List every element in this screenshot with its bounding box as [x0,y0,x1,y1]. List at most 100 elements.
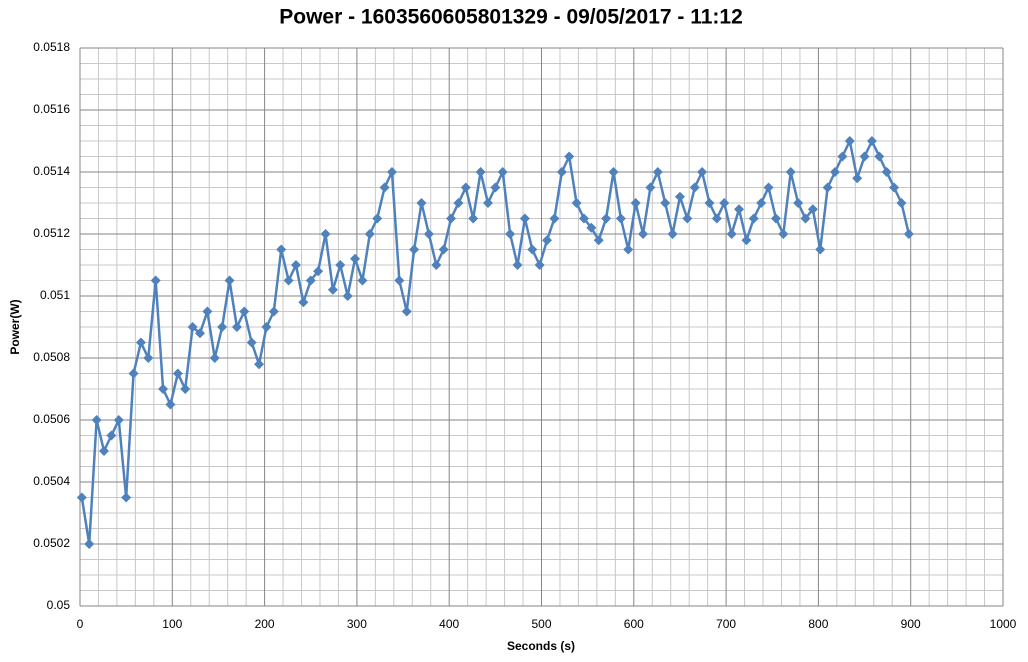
data-point [638,229,649,239]
data-point [113,415,124,425]
y-tick-label: 0.0502 [33,536,70,550]
data-point [756,198,767,208]
data-point [106,430,117,441]
x-tick-label: 0 [77,617,84,631]
data-point [224,275,235,286]
data-point [482,198,493,208]
data-point [261,322,272,332]
data-point [534,260,545,270]
data-point [527,244,538,255]
data-point [313,266,324,277]
data-point [881,167,892,177]
y-tick-label: 0.0504 [33,474,70,488]
data-point [682,213,693,224]
x-axis-label: Seconds (s) [507,639,575,653]
x-tick-label: 700 [716,617,736,631]
data-point [726,229,737,239]
data-point [852,173,863,184]
data-point [674,191,685,202]
data-point [209,353,220,363]
data-point [416,198,427,208]
data-point [763,182,774,193]
data-point [719,198,730,208]
data-point [623,244,634,255]
y-tick-label: 0.0518 [33,40,70,54]
y-tick-label: 0.0516 [33,102,70,116]
data-point [785,167,796,177]
data-point [423,229,434,239]
data-point [490,182,501,193]
data-point [394,275,405,286]
data-point [276,244,287,255]
data-point [246,337,257,348]
y-tick-label: 0.0514 [33,164,70,178]
data-point [305,275,316,286]
data-point [497,167,508,177]
data-point [335,260,346,270]
data-point [601,213,612,224]
data-point [815,244,826,255]
data-point [364,229,375,239]
data-point [519,213,530,224]
data-point [298,297,309,308]
data-point [327,284,338,295]
data-point [401,306,412,317]
data-point [866,136,877,146]
data-point [652,167,663,177]
data-point [231,322,242,332]
data-point [859,151,870,162]
x-tick-label: 600 [624,617,644,631]
data-point [431,260,442,270]
data-point [770,213,781,224]
data-point [150,275,161,286]
y-tick-label: 0.05 [47,598,71,612]
x-tick-label: 500 [531,617,551,631]
data-point [379,182,390,193]
data-point [194,328,205,339]
data-point [91,415,102,425]
data-point [290,260,301,270]
y-axis-label: Power(W) [8,299,22,354]
data-point [800,213,811,224]
data-point [660,198,671,208]
data-point [320,229,331,239]
y-tick-label: 0.0512 [33,226,70,240]
chart-title: Power - 1603560605801329 - 09/05/2017 - … [279,6,743,29]
data-point [593,235,604,246]
data-point [837,151,848,162]
data-point [586,222,597,233]
data-point [896,198,907,208]
data-point [84,539,95,549]
data-point [807,204,818,215]
data-point [180,384,191,394]
x-tick-label: 1000 [990,617,1017,631]
data-point [844,136,855,146]
data-point [615,213,626,224]
data-point [386,167,397,177]
data-point [608,167,619,177]
data-point [903,229,914,239]
y-tick-label: 0.051 [40,288,70,302]
data-point [350,253,361,264]
plot [76,136,914,549]
data-point [711,213,722,224]
data-point [689,182,700,193]
data-point [512,260,523,270]
data-point [98,446,109,456]
data-point [158,384,169,394]
grid: 0 100 200 300 400 500 600 700 800 900 1000 0.05 0.05… [33,40,1016,631]
data-point [143,353,154,363]
data-point [830,167,841,177]
data-point [542,235,553,246]
x-tick-label: 200 [255,617,275,631]
x-tick-label: 800 [808,617,828,631]
data-point [76,492,87,503]
data-point [704,198,715,208]
data-point [889,182,900,193]
data-point [357,275,368,286]
data-point [135,337,146,348]
data-point [645,182,656,193]
data-point [505,229,516,239]
